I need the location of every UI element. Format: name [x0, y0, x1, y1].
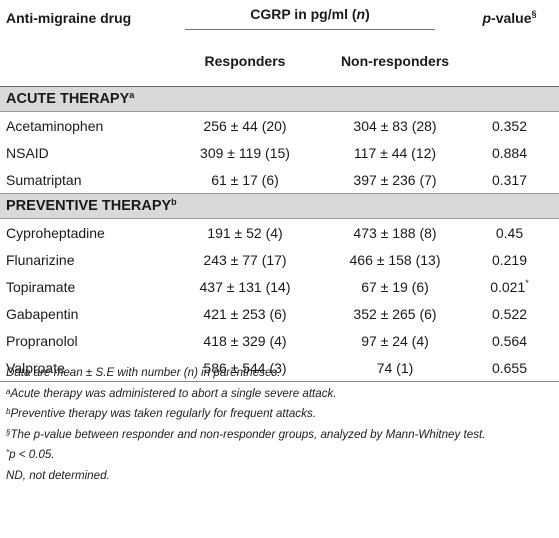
nonresponders-cell: 117 ± 44 (12): [353, 144, 437, 161]
table-row: Flunarizine 243 ± 77 (17) 466 ± 158 (13) 0.…: [0, 246, 559, 273]
drug-cell: Acetaminophen: [6, 117, 104, 134]
section-acute: ACUTE THERAPYa: [0, 86, 559, 112]
table-row: Sumatriptan 61 ± 17 (6) 397 ± 236 (7) 0.317: [0, 166, 559, 194]
nonresponders-cell: 352 ± 265 (6): [353, 305, 437, 322]
drug-cell: Cyproheptadine: [6, 224, 105, 241]
p-value-cell: 0.317: [491, 171, 528, 188]
table-row: Gabapentin 421 ± 253 (6) 352 ± 265 (6) 0.52…: [0, 300, 559, 327]
responders-cell: 191 ± 52 (4): [207, 224, 283, 241]
footnote-1: Data are mean ± S.E with number (n) in p…: [6, 366, 281, 379]
responders-cell: 437 ± 131 (14): [199, 278, 291, 295]
nonresponders-cell: 304 ± 83 (28): [353, 117, 437, 134]
responders-cell: 418 ± 329 (4): [203, 332, 287, 349]
responders-cell: 421 ± 253 (6): [203, 305, 287, 322]
header-nonresponders: Non-responders: [330, 36, 460, 87]
p-value-cell: 0.45: [495, 224, 524, 241]
header-p-value: p-value§: [482, 9, 537, 26]
responders-cell: 243 ± 77 (17): [203, 251, 287, 268]
table-row: NSAID 309 ± 119 (15) 117 ± 44 (12) 0.884: [0, 139, 559, 166]
p-value-cell: 0.564: [491, 332, 528, 349]
section-preventive: PREVENTIVE THERAPYb: [0, 193, 559, 219]
header-drug: Anti-migraine drug: [6, 10, 132, 26]
drug-cell: Flunarizine: [6, 251, 75, 268]
nonresponders-cell: 466 ± 158 (13): [349, 251, 441, 268]
p-value-cell: 0.884: [491, 144, 528, 161]
responders-cell: 586 ± 544 (3): [160, 354, 330, 382]
footnote-6: ND, not determined.: [6, 468, 110, 482]
table-footnotes: Data are mean ± S.E with number (n) in p…: [6, 363, 554, 486]
header-blank-2: [460, 36, 559, 87]
table-body: ACUTE THERAPYa Acetaminophen 256 ± 44 (20…: [0, 86, 559, 382]
nonresponders-cell: 473 ± 188 (8): [353, 224, 437, 241]
header-cgrp: CGRP in pg/ml (n): [160, 0, 460, 36]
table-row: Cyproheptadine 191 ± 52 (4) 473 ± 188 (8) 0…: [0, 219, 559, 247]
header-responders: Responders: [160, 36, 330, 87]
footnote-4: §The p-value between responder and non-r…: [6, 427, 486, 441]
p-value-cell: 0.352: [491, 117, 528, 134]
table-row: Topiramate 437 ± 131 (14) 67 ± 19 (6) 0.021…: [0, 273, 559, 300]
drug-cell: NSAID: [6, 144, 49, 161]
footnote-2: aAcute therapy was administered to abort…: [6, 386, 337, 400]
p-value-cell: 0.655: [460, 354, 559, 382]
footnote-3: bPreventive therapy was taken regularly …: [6, 407, 316, 420]
nonresponders-cell: 67 ± 19 (6): [361, 278, 429, 295]
responders-cell: 309 ± 119 (15): [200, 144, 290, 161]
drug-cell: Valproate: [0, 354, 160, 382]
nonresponders-cell: 74 (1): [330, 354, 460, 382]
header-blank: [0, 36, 160, 87]
p-value-cell: 0.021*: [490, 277, 529, 295]
cgrp-table: Anti-migraine drug CGRP in pg/ml (n) p-v…: [0, 0, 559, 382]
responders-cell: 256 ± 44 (20): [203, 117, 287, 134]
drug-cell: Sumatriptan: [6, 171, 82, 188]
nonresponders-cell: 97 ± 24 (4): [361, 332, 429, 349]
p-value-cell: 0.522: [491, 305, 528, 322]
nonresponders-cell: 397 ± 236 (7): [353, 171, 437, 188]
table-row: Acetaminophen 256 ± 44 (20) 304 ± 83 (28) 0…: [0, 112, 559, 140]
drug-cell: Topiramate: [6, 278, 76, 295]
p-value-cell: 0.219: [491, 251, 528, 268]
table-row: Propranolol 418 ± 329 (4) 97 ± 24 (4) 0.564: [0, 327, 559, 354]
header-cgrp-label: CGRP in pg/ml (n): [185, 6, 435, 30]
drug-cell: Gabapentin: [6, 305, 79, 322]
responders-cell: 61 ± 17 (6): [211, 171, 279, 188]
table-row: Valproate 586 ± 544 (3) 74 (1) 0.655: [0, 354, 559, 382]
footnote-5: *p < 0.05.: [6, 448, 55, 461]
drug-cell: Propranolol: [6, 332, 78, 349]
